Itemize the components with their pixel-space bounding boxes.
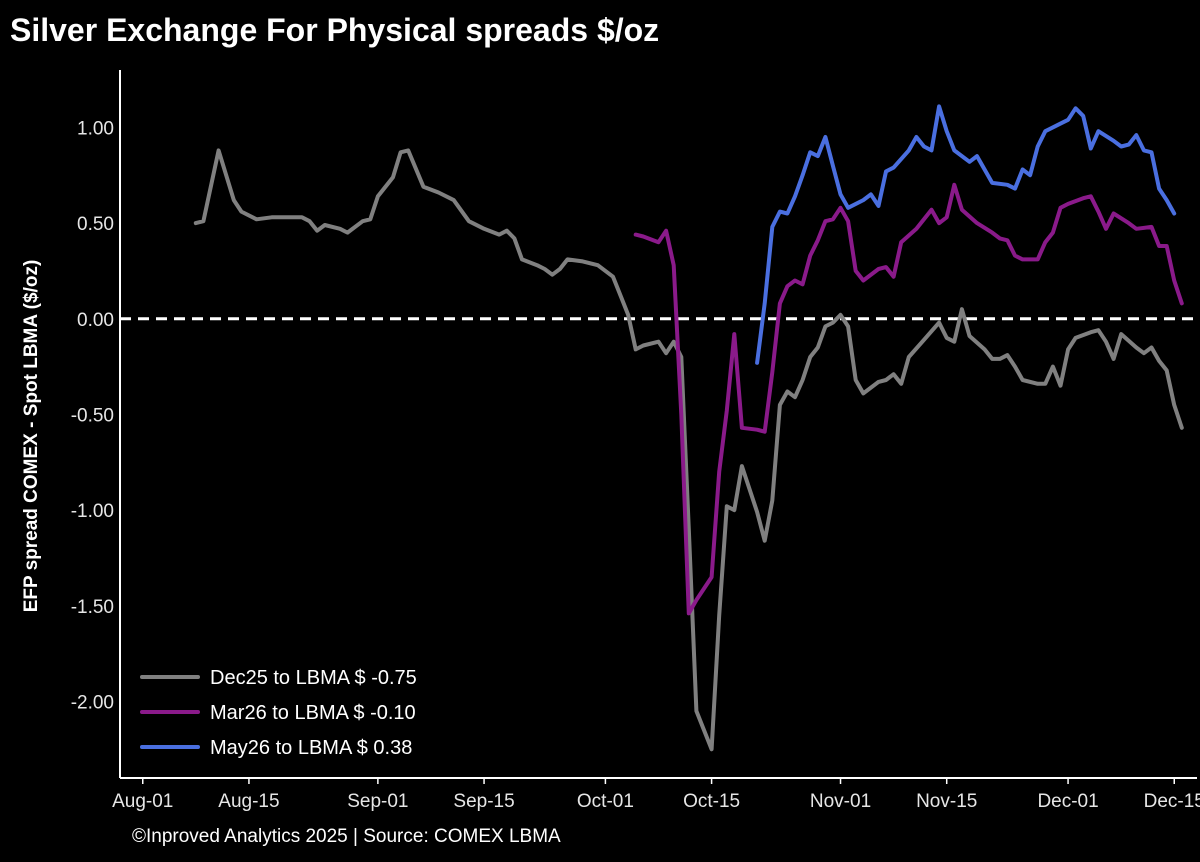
y-tick-label: 0.00 [77,310,114,331]
y-tick-label: -2.00 [71,692,114,713]
x-tick-label: Nov-15 [916,791,977,812]
series-line-1 [193,148,1184,752]
legend-label-2: Mar26 to LBMA $ -0.10 [210,702,416,724]
x-tick-label: Aug-01 [112,791,173,812]
x-tick-label: Sep-01 [347,791,408,812]
x-tick-label: Nov-01 [810,791,871,812]
chart-legend: Dec25 to LBMA $ -0.75 Mar26 to LBMA $ -0.… [140,667,417,759]
source-footer: ©Inproved Analytics 2025 | Source: COMEX… [132,826,561,847]
y-tick-label: -0.50 [71,405,114,426]
y-tick-label: -1.00 [71,501,114,522]
x-tick-label: Dec-15 [1144,791,1200,812]
series-line-2 [633,182,1184,616]
y-tick-label: 0.50 [77,214,114,235]
y-tick-label: 1.00 [77,118,114,139]
legend-label-1: Dec25 to LBMA $ -0.75 [210,667,417,689]
x-tick-label: Oct-15 [683,791,740,812]
legend-label-3: May26 to LBMA $ 0.38 [210,737,412,759]
series-line-3 [755,104,1177,365]
y-tick-label: -1.50 [71,597,114,618]
x-tick-label: Dec-01 [1037,791,1098,812]
chart-title: Silver Exchange For Physical spreads $/o… [10,12,660,48]
chart-series [193,104,1184,752]
chart-axes: 1.00 0.50 0.00 -0.50 -1.00 -1.50 -2.00 Aug-01 Au… [71,70,1200,812]
x-tick-label: Aug-15 [218,791,279,812]
x-tick-label: Oct-01 [577,791,634,812]
x-tick-label: Sep-15 [453,791,514,812]
